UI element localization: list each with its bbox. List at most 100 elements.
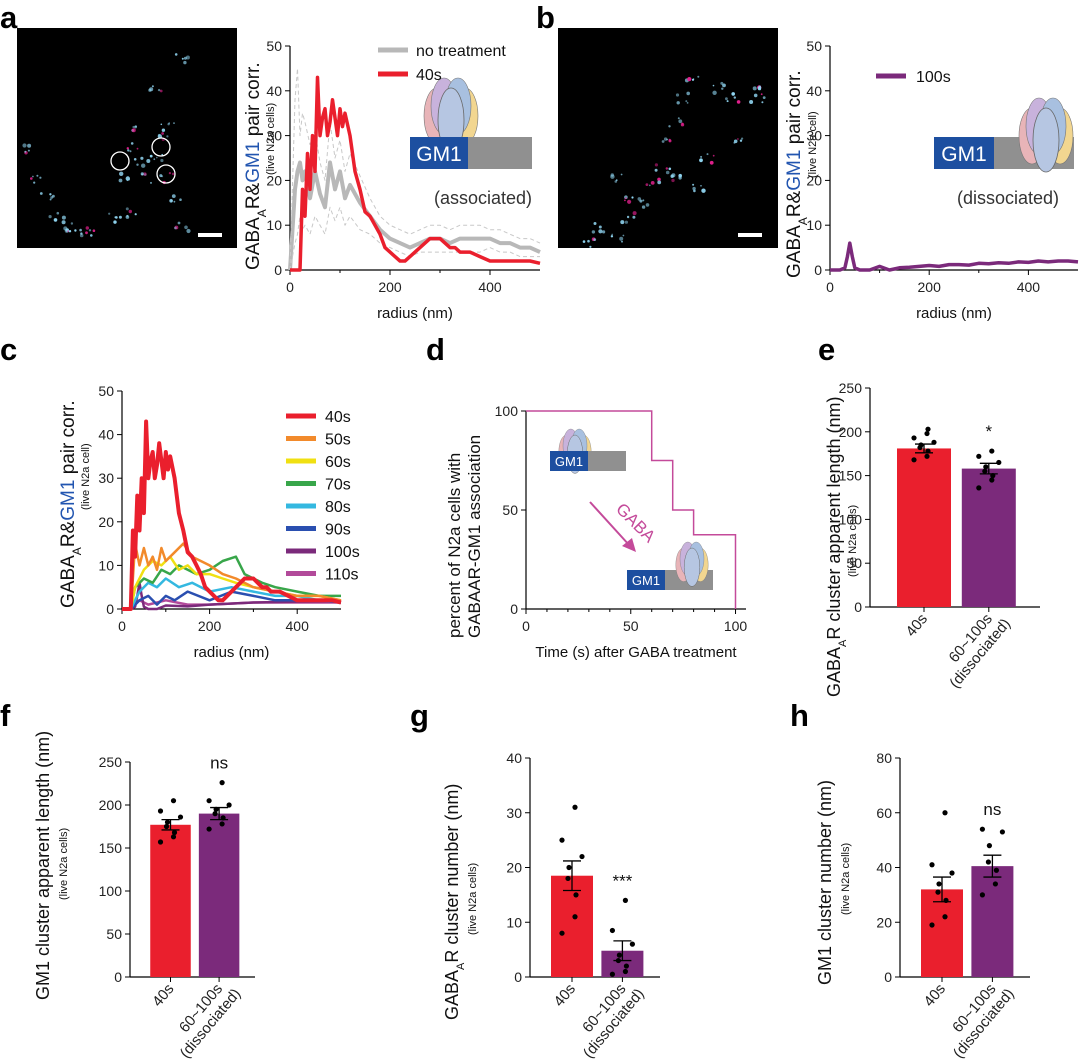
spot: [127, 178, 130, 181]
svg-text:GM1 cluster number (nm): GM1 cluster number (nm): [815, 780, 835, 985]
spot: [146, 159, 151, 163]
spot: [593, 222, 597, 225]
ylabel-subtitle: (live N2a cells): [467, 863, 479, 935]
circle-marker: [110, 151, 130, 171]
y-tick-label: 50: [266, 38, 282, 54]
spot: [151, 85, 154, 88]
y-tick-label: 50: [106, 926, 122, 942]
data-point: [918, 442, 924, 448]
spot: [24, 150, 27, 153]
spot: [160, 158, 164, 163]
spot: [678, 119, 683, 124]
data-point: [623, 963, 630, 969]
spot: [686, 91, 690, 96]
spot: [161, 175, 164, 178]
y-tick-label: 100: [495, 403, 519, 419]
spot: [722, 83, 726, 88]
series-line-70s: [122, 555, 341, 611]
series-line-40s: [122, 419, 342, 611]
legend-label: 60s: [325, 454, 351, 471]
data-point: [982, 468, 988, 474]
spot: [161, 132, 165, 135]
ylabel-subtitle: (live N2a cells): [265, 103, 277, 175]
y-tick-label: 30: [806, 128, 822, 144]
y-tick-label: 40: [876, 860, 892, 876]
spot: [30, 177, 33, 180]
x-tick-label: 50: [623, 618, 639, 634]
y-axis-title-b: GABAAR&GM1 pair corr. (live N2a cell): [784, 70, 819, 278]
x-tick-label: 0: [826, 279, 834, 295]
spot: [140, 172, 144, 176]
spot: [622, 234, 625, 237]
spot: [126, 179, 129, 182]
spot: [632, 211, 637, 216]
category-label-group: 60~100s(dissociated): [579, 981, 647, 1059]
spot: [108, 212, 111, 215]
spot: [615, 179, 618, 182]
spot: [598, 225, 602, 229]
spot: [27, 149, 30, 152]
spot: [624, 220, 629, 224]
svg-text:GABAAR&GM1 pair corr.: GABAAR&GM1 pair corr.: [58, 400, 84, 608]
spot: [181, 57, 184, 60]
spot: [668, 167, 672, 171]
ylabel-part: GABA: [824, 647, 844, 697]
data-point: [177, 814, 184, 820]
data-point: [622, 968, 629, 975]
y-tick-label: 200: [99, 797, 123, 813]
data-point: [992, 881, 999, 887]
spot: [692, 183, 695, 186]
y-tick-label: 40: [98, 427, 114, 443]
data-point: [979, 892, 986, 898]
y-tick-label: 10: [806, 217, 822, 233]
spot: [113, 220, 117, 224]
category-label-group: 60~100s(dissociated): [946, 611, 1014, 692]
data-point: [942, 914, 948, 920]
y-tick-label: 0: [814, 262, 822, 278]
data-point: [579, 853, 585, 860]
spots-b: [582, 75, 766, 248]
ylabel-subtitle: (live N2a cell): [80, 443, 92, 510]
y-tick-label: 50: [806, 38, 822, 54]
category-label: 40s: [920, 981, 949, 1010]
x-axis-title: radius (nm): [377, 305, 453, 322]
category-label-group: 60~100s(dissociated): [176, 981, 244, 1059]
state-label: (associated): [434, 188, 532, 208]
x-axis-title: radius (nm): [916, 305, 992, 322]
spot: [136, 163, 139, 166]
data-point: [219, 780, 225, 786]
y-tick-label: 40: [806, 83, 822, 99]
spot: [157, 133, 161, 137]
spot: [725, 97, 728, 101]
data-point: [996, 459, 1002, 466]
spot: [733, 96, 736, 99]
spot: [610, 173, 614, 177]
spot: [624, 197, 627, 200]
legend-label: 80s: [325, 499, 351, 516]
spot: [762, 96, 766, 99]
axes-g: 0 10 20 30 40 40s 60~100s(dissociated) ***: [506, 750, 660, 1059]
spot: [666, 138, 668, 141]
gaba-arrow-head: [622, 538, 636, 552]
ylabel-part: GABA: [442, 970, 462, 1020]
spot: [731, 92, 735, 96]
spot: [134, 125, 137, 128]
spot: [32, 175, 34, 178]
spot: [79, 233, 84, 238]
spot: [132, 125, 135, 129]
y-tick-label: 0: [884, 969, 892, 985]
panel-label-g: g: [410, 698, 429, 733]
ylabel-part: GABA: [784, 225, 805, 278]
data-point: [911, 457, 917, 463]
category-label: 40s: [902, 611, 931, 640]
spot: [626, 215, 630, 219]
legend-label: 70s: [325, 477, 351, 494]
spot: [156, 156, 158, 159]
spot: [63, 226, 68, 231]
spot: [68, 230, 72, 233]
ylabel-part: R cluster apparent length (nm): [824, 397, 844, 640]
spot: [665, 170, 670, 175]
y-tick-label: 50: [98, 383, 114, 399]
